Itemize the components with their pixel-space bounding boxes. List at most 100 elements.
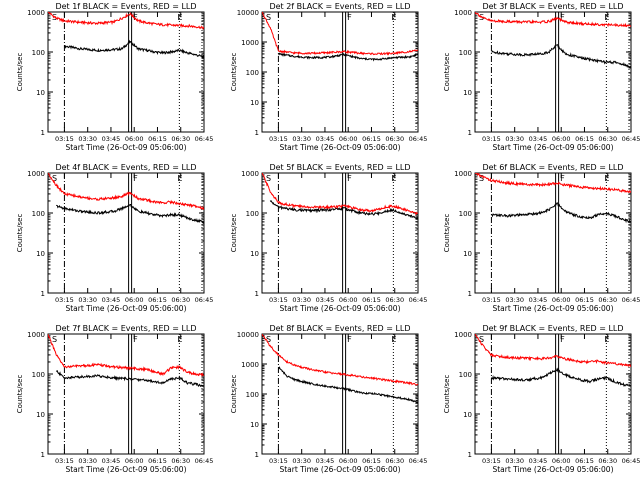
panel-det-1: Det 1f BLACK = Events, RED = LLD 1 10 100 10… [16,2,213,152]
x-tick-label: 03:15 [269,457,288,465]
x-tick-label: 03:45 [102,135,121,143]
y-axis-title: Counts/sec [16,375,24,414]
y-tick-label: 100 [32,210,45,218]
x-tick-label: 03:15 [55,457,74,465]
y-tick-label: 1000 [241,361,259,369]
y-axis-title: Counts/sec [230,375,238,414]
y-axis-title: Counts/sec [16,53,24,92]
y-axis-title: Counts/sec [443,53,451,92]
x-tick-label: 03:30 [78,135,97,143]
marker-label: S [479,335,484,344]
x-tick-label: 03:15 [55,296,74,304]
plot-frame [47,172,205,294]
panel-det-3: Det 3f BLACK = Events, RED = LLD 1 10 100 10… [443,2,640,152]
x-tick-label: 06:15 [575,457,594,465]
y-tick-label: 1000 [241,39,259,47]
x-axis-title: Start Time (26-Oct-09 05:06:00) [492,465,613,474]
y-tick-label: 1000 [454,9,472,17]
x-tick-label: 06:30 [385,457,404,465]
y-tick-label: 1 [468,129,472,137]
x-axis-title: Start Time (26-Oct-09 05:06:00) [492,143,613,152]
x-tick-label: 06:30 [385,296,404,304]
x-tick-label: 03:45 [529,135,548,143]
plot-frame [474,11,632,133]
events-trace [269,200,418,220]
x-tick-label: 06:15 [362,457,381,465]
marker-label: S [52,174,57,183]
plot-frame [474,333,632,455]
y-tick-label: 10 [463,411,472,419]
y-tick-label: 1000 [27,331,45,339]
plot-frame [261,11,419,133]
x-tick-label: 06:15 [148,296,167,304]
y-tick-label: 10 [463,250,472,258]
marker-label: E [604,13,609,22]
y-tick-label: 10 [250,250,259,258]
y-tick-label: 1000 [454,170,472,178]
y-tick-label: 1000 [27,170,45,178]
events-trace [55,370,204,388]
x-axis-title: Start Time (26-Oct-09 05:06:00) [492,304,613,313]
marker-label: S [266,174,271,183]
x-axis-title: Start Time (26-Oct-09 05:06:00) [279,143,400,152]
y-tick-label: 1000 [241,170,259,178]
y-axis-title: Counts/sec [16,214,24,253]
panel-title: Det 1f BLACK = Events, RED = LLD [55,2,196,11]
y-tick-label: 10 [36,411,45,419]
x-tick-label: 06:45 [409,135,428,143]
x-tick-label: 06:45 [622,457,640,465]
x-axis-title: Start Time (26-Oct-09 05:06:00) [65,304,186,313]
marker-label: F [133,335,138,344]
x-tick-label: 03:45 [316,457,335,465]
x-tick-label: 06:00 [552,296,571,304]
y-tick-label: 10 [250,421,259,429]
marker-label: E [177,335,182,344]
y-tick-label: 100 [246,391,259,399]
marker-label: F [347,335,352,344]
x-tick-label: 06:00 [339,457,358,465]
panel-title: Det 8f BLACK = Events, RED = LLD [269,324,410,333]
x-axis-title: Start Time (26-Oct-09 05:06:00) [65,465,186,474]
x-tick-label: 03:15 [482,457,501,465]
x-tick-label: 06:45 [195,457,214,465]
events-trace [278,52,418,62]
x-tick-label: 03:45 [529,296,548,304]
x-tick-label: 06:30 [385,135,404,143]
y-axis-title: Counts/sec [443,375,451,414]
x-tick-label: 03:30 [78,457,97,465]
y-tick-label: 100 [32,371,45,379]
plot-frame [261,333,419,455]
y-tick-label: 1 [468,290,472,298]
x-tick-label: 03:45 [316,135,335,143]
x-tick-label: 03:30 [505,135,524,143]
x-tick-label: 06:15 [148,457,167,465]
y-tick-label: 100 [459,210,472,218]
lld-trace [48,334,204,378]
marker-label: F [560,335,565,344]
lld-trace [262,334,418,386]
lld-trace [475,12,631,28]
lld-trace [262,173,418,216]
panel-det-5: Det 5f BLACK = Events, RED = LLD 1 10 100 10… [230,163,427,313]
y-tick-label: 10000 [237,9,259,17]
x-tick-label: 06:45 [409,296,428,304]
x-axis-title: Start Time (26-Oct-09 05:06:00) [279,304,400,313]
marker-label: S [266,13,271,22]
x-tick-label: 06:15 [362,296,381,304]
panel-title: Det 9f BLACK = Events, RED = LLD [482,324,623,333]
x-tick-label: 06:15 [575,135,594,143]
marker-label: E [177,174,182,183]
marker-label: S [52,335,57,344]
x-tick-label: 06:30 [171,135,190,143]
x-tick-label: 06:00 [339,135,358,143]
x-tick-label: 03:15 [269,296,288,304]
y-tick-label: 10 [36,89,45,97]
events-trace [278,366,418,405]
x-tick-label: 03:15 [482,135,501,143]
marker-label: E [604,335,609,344]
marker-label: E [391,335,396,344]
y-axis-title: Counts/sec [443,214,451,253]
events-trace [491,202,631,224]
x-tick-label: 06:15 [362,135,381,143]
